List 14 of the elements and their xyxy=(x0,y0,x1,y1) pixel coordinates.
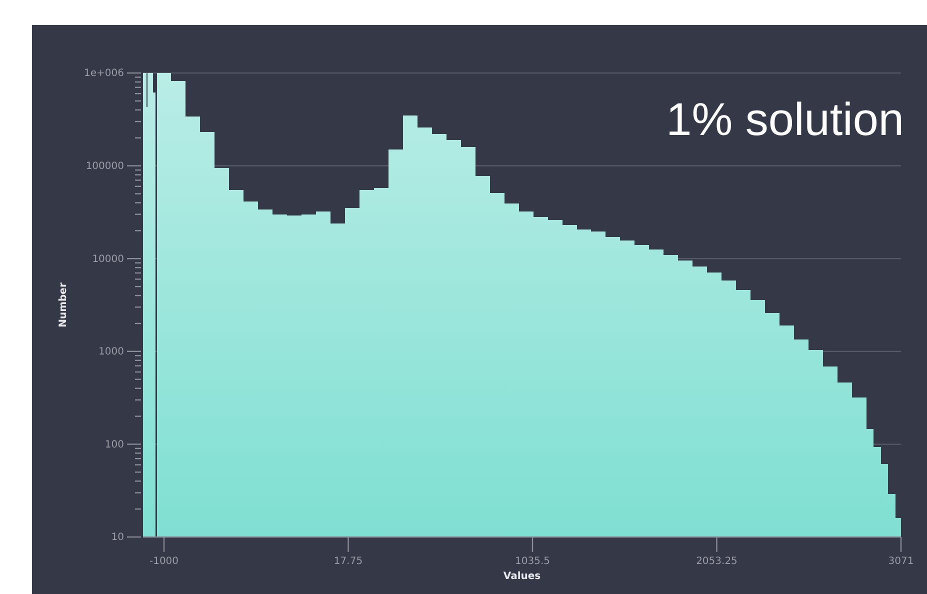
y-axis-title: Number xyxy=(58,282,69,328)
x-axis-title: Values xyxy=(503,571,541,582)
x-tick-label: 17.75 xyxy=(334,556,363,567)
x-tick-label: -1000 xyxy=(149,556,179,567)
y-tick-label: 100000 xyxy=(86,161,124,172)
y-tick-label: 100 xyxy=(104,439,124,450)
chart-title: 1% solution xyxy=(666,93,904,145)
x-tick-label: 1035.5 xyxy=(515,556,550,567)
x-tick-label: 3071 xyxy=(888,556,914,567)
y-tick-label: 10000 xyxy=(92,254,124,265)
y-tick-label: 10 xyxy=(111,532,124,544)
x-tick-label: 2053.25 xyxy=(696,556,738,567)
y-tick-label: 1e+006 xyxy=(84,68,124,80)
y-tick-label: 1000 xyxy=(98,346,124,358)
